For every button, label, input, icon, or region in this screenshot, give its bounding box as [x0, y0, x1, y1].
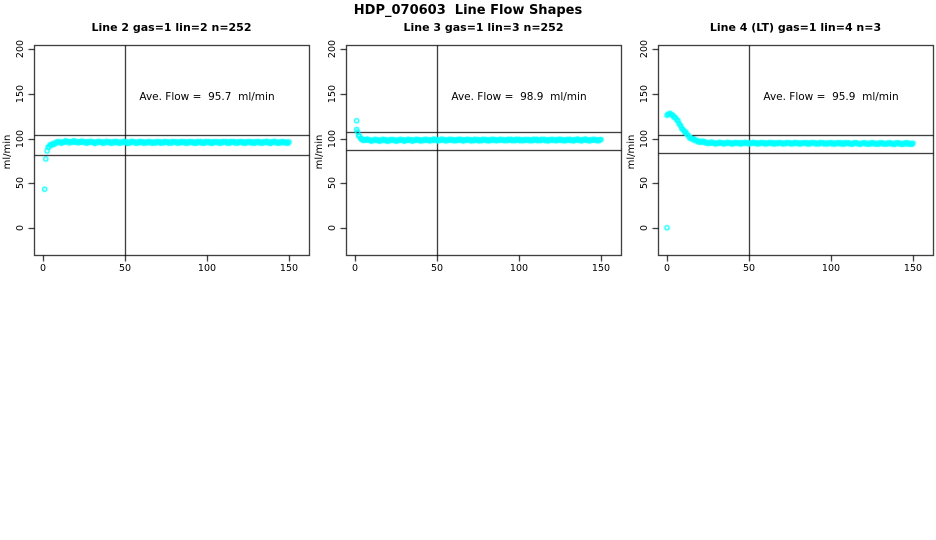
- y-tick-label: 200: [327, 40, 338, 59]
- subplot1-y-axis-label: ml/min: [2, 134, 13, 170]
- y-tick-label: 50: [15, 177, 26, 190]
- y-tick-label: 150: [639, 84, 650, 103]
- subplot1-ave-flow-annotation: Ave. Flow = 95.7 ml/min: [139, 91, 275, 103]
- x-tick-label: 0: [39, 263, 47, 274]
- x-tick-label: 50: [118, 263, 132, 274]
- x-tick-label: 100: [509, 263, 529, 274]
- x-tick-label: 0: [663, 263, 671, 274]
- y-tick-label: 150: [15, 84, 26, 103]
- y-tick-label: 0: [327, 224, 338, 231]
- y-tick-label: 100: [639, 129, 650, 148]
- y-tick-label: 100: [327, 129, 338, 148]
- subplot3-y-axis-label: ml/min: [626, 134, 637, 170]
- y-tick-label: 150: [327, 84, 338, 103]
- x-tick-label: 0: [351, 263, 359, 274]
- x-tick-label: 150: [591, 263, 611, 274]
- y-tick-label: 100: [15, 129, 26, 148]
- x-tick-label: 150: [279, 263, 299, 274]
- x-tick-label: 150: [903, 263, 923, 274]
- subplot2-title: Line 3 gas=1 lin=3 n=252: [403, 21, 564, 34]
- y-tick-label: 200: [639, 40, 650, 59]
- y-tick-label: 0: [15, 224, 26, 231]
- subplot3-ave-flow-annotation: Ave. Flow = 95.9 ml/min: [763, 91, 899, 103]
- x-tick-label: 100: [821, 263, 841, 274]
- subplot3-title: Line 4 (LT) gas=1 lin=4 n=3: [709, 21, 882, 34]
- y-tick-label: 0: [639, 224, 650, 231]
- main-title: HDP_070603 Line Flow Shapes: [353, 3, 583, 18]
- x-tick-label: 100: [197, 263, 217, 274]
- x-tick-label: 50: [430, 263, 444, 274]
- subplot2-ave-flow-annotation: Ave. Flow = 98.9 ml/min: [451, 91, 587, 103]
- y-tick-label: 50: [327, 177, 338, 190]
- subplot1-title: Line 2 gas=1 lin=2 n=252: [91, 21, 252, 34]
- y-tick-label: 50: [639, 177, 650, 190]
- x-tick-label: 50: [742, 263, 756, 274]
- y-tick-label: 200: [15, 40, 26, 59]
- subplot2-y-axis-label: ml/min: [314, 134, 325, 170]
